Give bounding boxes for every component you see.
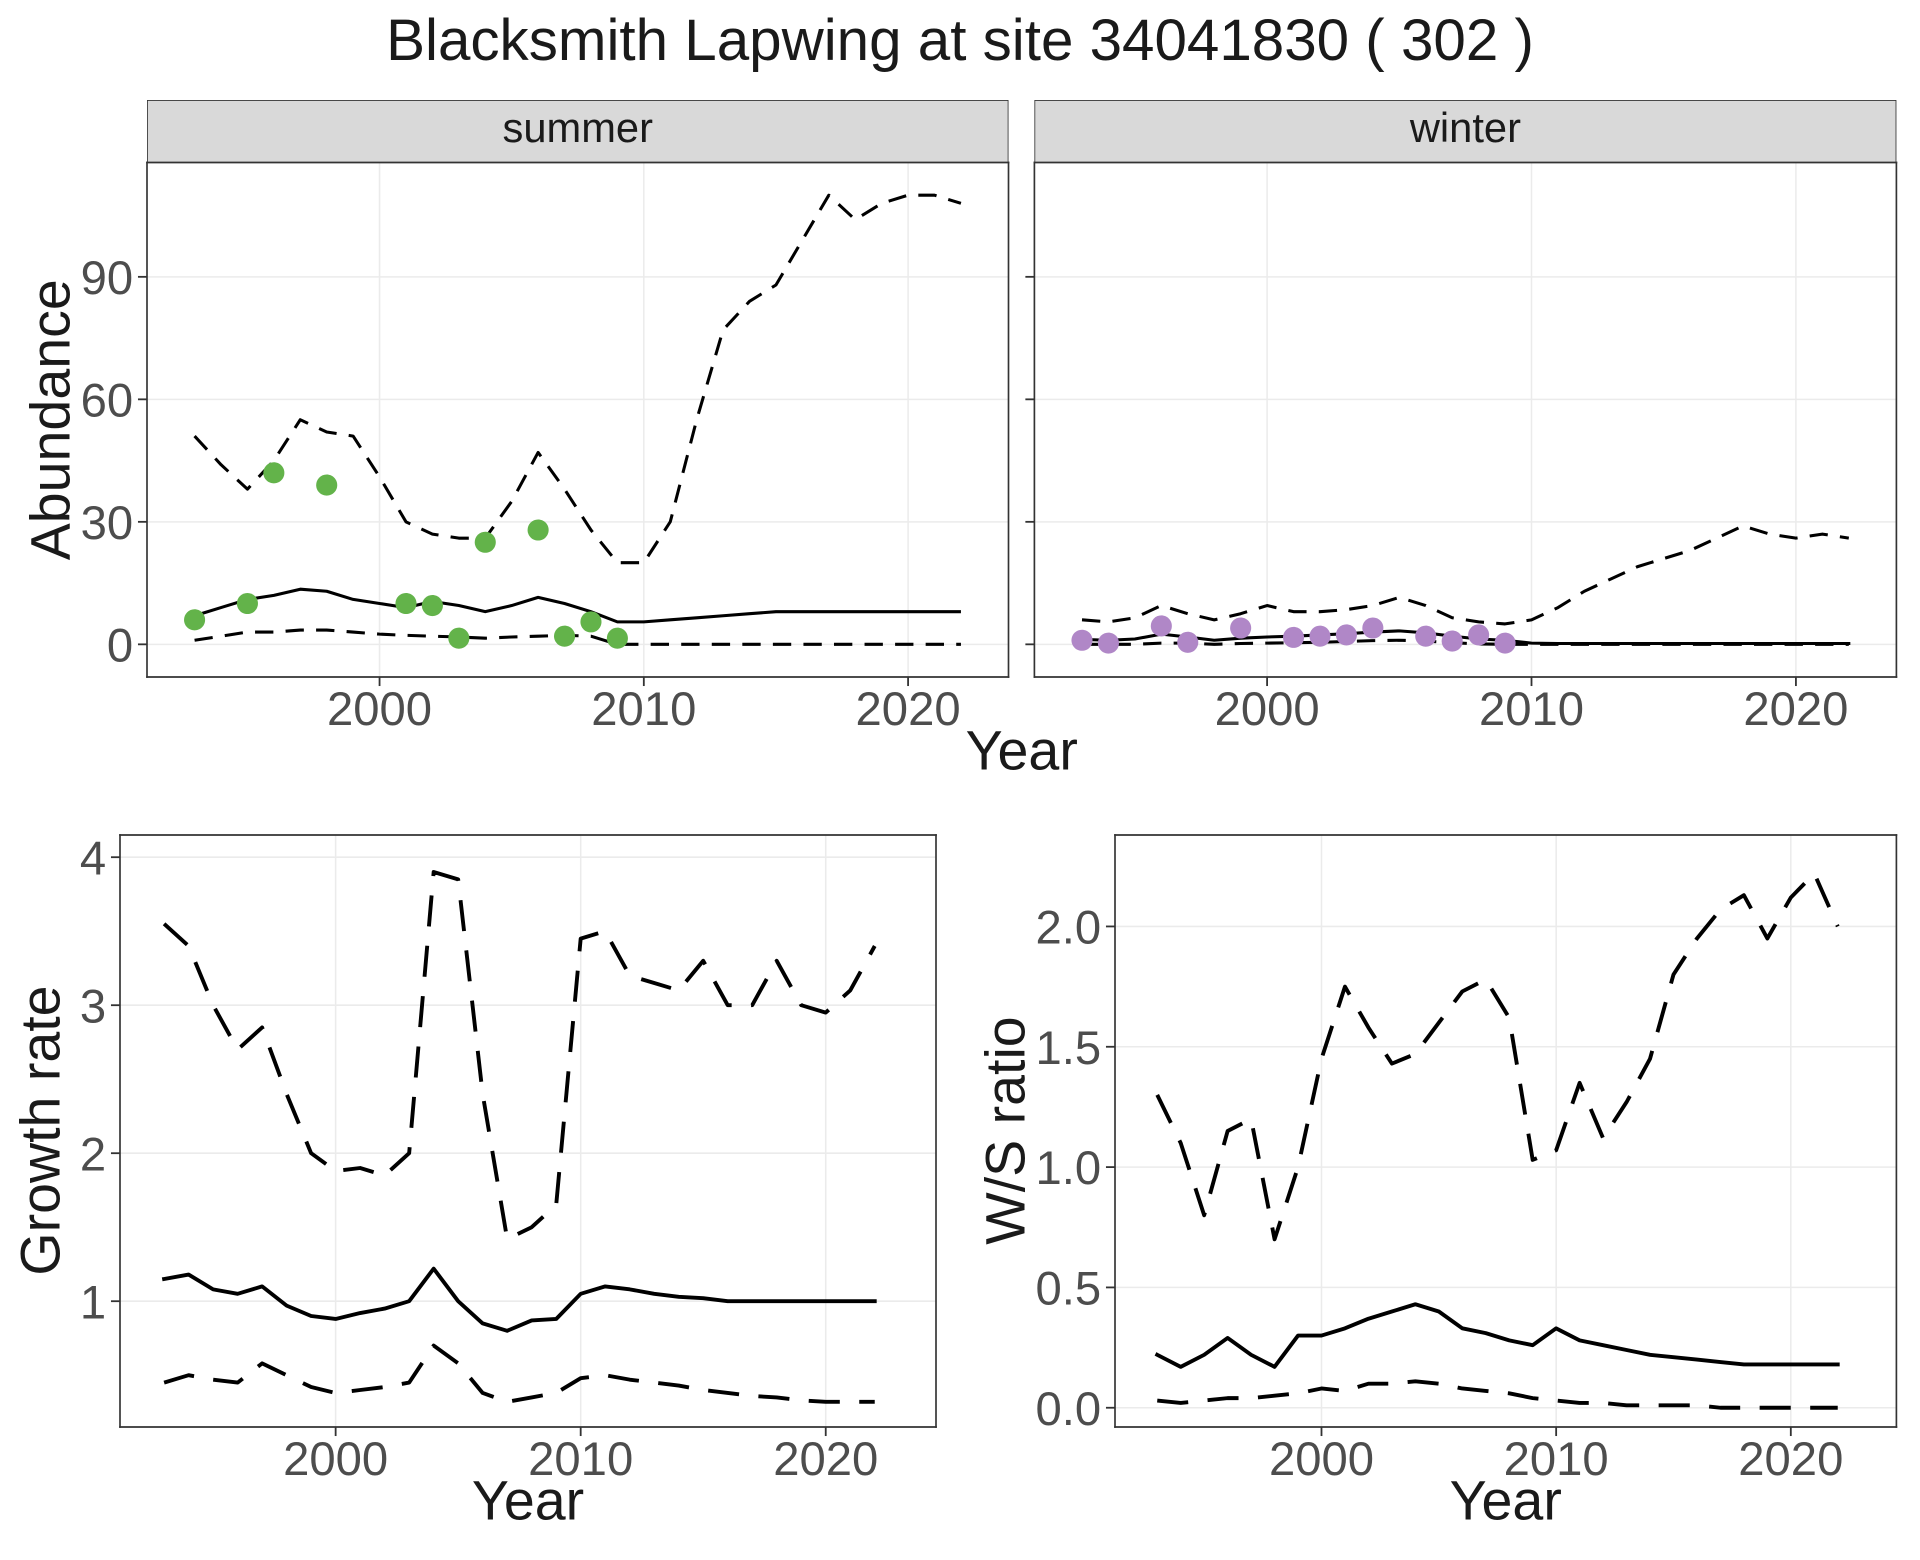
svg-text:2000: 2000	[1269, 1433, 1374, 1486]
svg-text:2.0: 2.0	[1035, 902, 1101, 955]
svg-text:Year: Year	[966, 719, 1078, 781]
svg-text:0.0: 0.0	[1035, 1383, 1101, 1436]
svg-text:3: 3	[80, 980, 106, 1033]
svg-text:2010: 2010	[1479, 683, 1584, 736]
svg-text:Year: Year	[1450, 1469, 1562, 1531]
svg-text:Blacksmith Lapwing at site 340: Blacksmith Lapwing at site 34041830 ( 30…	[386, 8, 1534, 73]
svg-text:Growth rate: Growth rate	[9, 985, 71, 1275]
svg-text:2000: 2000	[283, 1433, 388, 1486]
svg-text:0: 0	[107, 619, 133, 672]
svg-text:winter: winter	[1409, 104, 1521, 151]
svg-text:1.5: 1.5	[1035, 1022, 1101, 1075]
svg-text:2010: 2010	[591, 683, 696, 736]
svg-text:2020: 2020	[1743, 683, 1848, 736]
svg-text:60: 60	[81, 374, 134, 427]
svg-text:1.0: 1.0	[1035, 1142, 1101, 1195]
svg-text:Abundance: Abundance	[19, 279, 81, 560]
svg-text:2000: 2000	[1215, 683, 1320, 736]
svg-text:2020: 2020	[1738, 1433, 1843, 1486]
svg-text:30: 30	[81, 497, 134, 550]
svg-text:2000: 2000	[327, 683, 432, 736]
svg-text:2020: 2020	[773, 1433, 878, 1486]
svg-text:90: 90	[81, 252, 134, 305]
svg-text:0.5: 0.5	[1035, 1263, 1101, 1316]
svg-text:Year: Year	[472, 1469, 584, 1531]
svg-text:2020: 2020	[856, 683, 961, 736]
svg-text:2: 2	[80, 1128, 106, 1181]
svg-text:W/S ratio: W/S ratio	[974, 1016, 1036, 1244]
svg-text:1: 1	[80, 1276, 106, 1329]
svg-text:4: 4	[80, 832, 106, 885]
svg-text:summer: summer	[503, 104, 654, 151]
